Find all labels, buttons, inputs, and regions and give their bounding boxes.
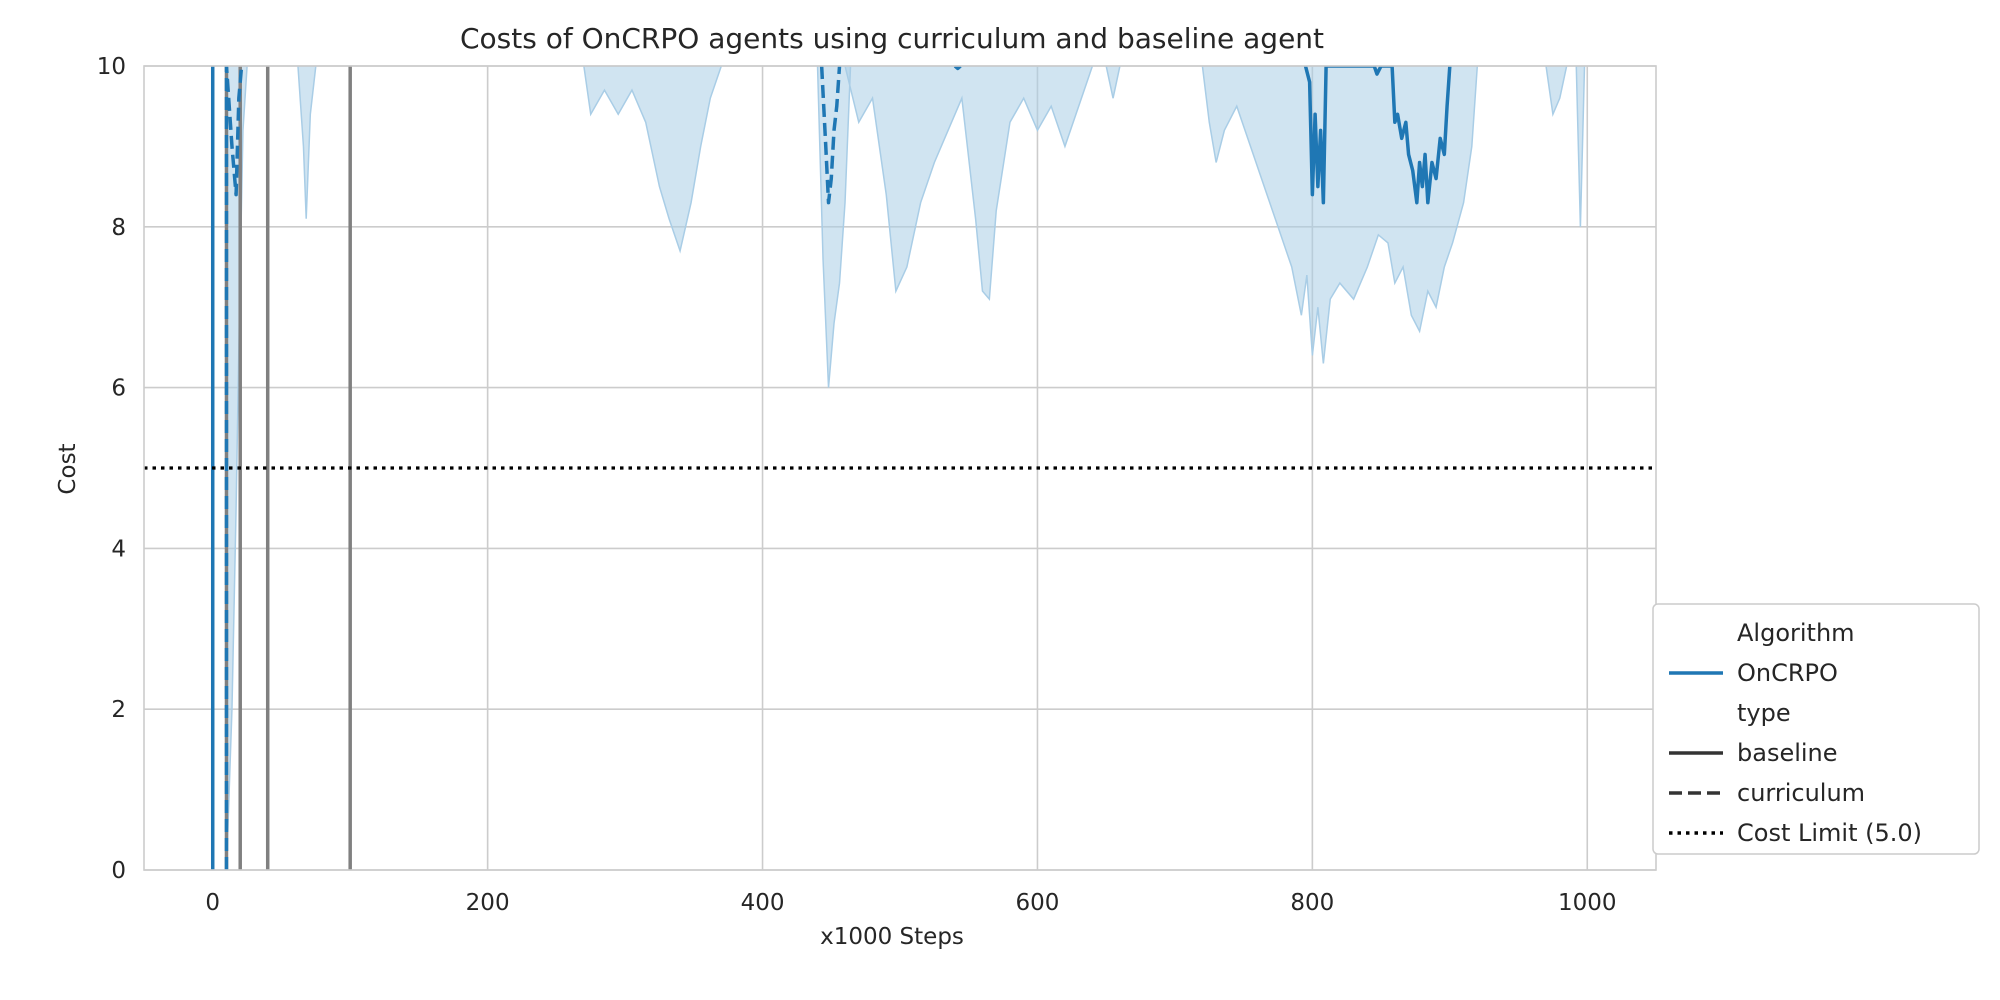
y-tick-label: 8 — [111, 215, 126, 241]
y-tick-label: 6 — [111, 376, 126, 402]
y-tick-label: 2 — [111, 697, 126, 723]
confidence-band — [583, 66, 723, 254]
confidence-band — [1105, 66, 1121, 99]
x-tick-label: 600 — [1016, 890, 1060, 916]
confidence-band — [1575, 66, 1586, 227]
chart-title: Costs of OnCRPO agents using curriculum … — [460, 22, 1324, 55]
x-tick-label: 800 — [1290, 890, 1334, 916]
x-tick-label: 200 — [466, 890, 510, 916]
legend-heading-type: type — [1737, 699, 1791, 727]
legend: Algorithm OnCRPO type baseline curriculu… — [1652, 603, 1980, 855]
y-tick-label: 0 — [111, 858, 126, 884]
legend-entry-oncrpo: OnCRPO — [1737, 659, 1838, 687]
confidence-band — [297, 66, 317, 219]
series-line-curriculum — [224, 66, 244, 870]
x-tick-label: 1000 — [1558, 890, 1617, 916]
x-tick-labels: 0 200 400 600 800 1000 — [205, 890, 1616, 916]
plot-frame — [143, 65, 1657, 871]
legend-entry-cost-limit: Cost Limit (5.0) — [1737, 819, 1922, 847]
confidence-band — [1201, 66, 1479, 364]
legend-box — [1652, 603, 1980, 855]
y-tick-label: 10 — [97, 54, 126, 80]
series-line-curriculum — [819, 66, 842, 205]
legend-entry-curriculum: curriculum — [1737, 779, 1865, 807]
legend-entry-baseline: baseline — [1737, 739, 1838, 767]
plot-area — [144, 66, 1656, 870]
x-tick-label: 0 — [205, 890, 220, 916]
legend-heading-algorithm: Algorithm — [1737, 619, 1855, 647]
y-axis-label: Cost — [55, 443, 81, 494]
series-line-baseline — [953, 66, 962, 71]
confidence-band — [1545, 66, 1568, 118]
confidence-band — [844, 66, 1094, 302]
x-axis-label: x1000 Steps — [820, 924, 964, 950]
x-tick-label: 400 — [741, 890, 785, 916]
y-tick-labels: 0 2 4 6 8 10 — [97, 54, 126, 884]
y-tick-label: 4 — [111, 536, 126, 562]
series-line-baseline — [1303, 66, 1452, 205]
